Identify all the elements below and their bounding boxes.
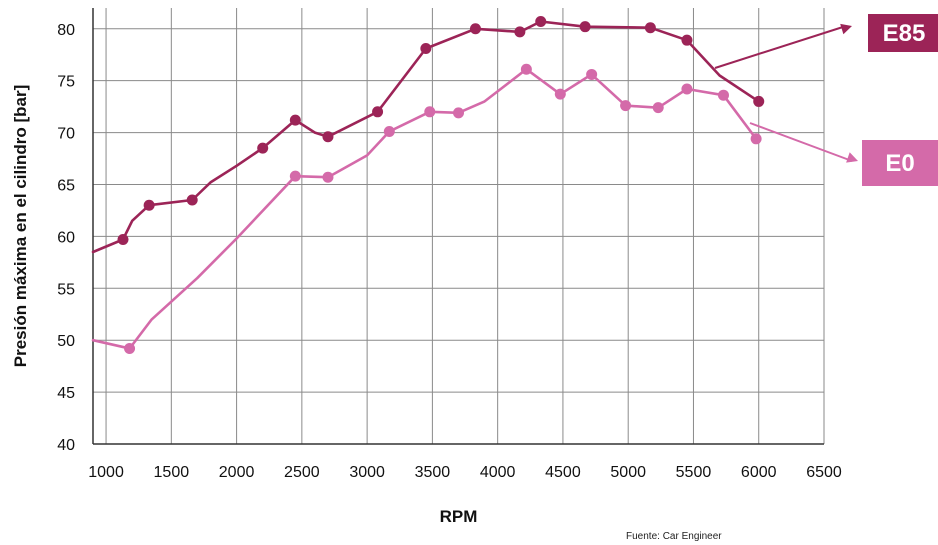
data-point-e85-4 — [289, 114, 301, 126]
label-arrowhead-e85 — [840, 23, 852, 35]
data-point-e0-7 — [554, 88, 566, 100]
y-tick-label-55: 55 — [57, 281, 75, 298]
series-label-e85: E85 — [883, 20, 926, 47]
data-point-e85-6 — [372, 106, 384, 118]
data-point-e0-11 — [681, 83, 693, 95]
x-tick-label-6500: 6500 — [806, 464, 842, 481]
x-tick-label-1500: 1500 — [154, 464, 190, 481]
y-tick-label-75: 75 — [57, 74, 75, 91]
data-point-e85-1 — [143, 199, 155, 211]
data-point-e0-6 — [520, 63, 532, 75]
x-tick-label-3000: 3000 — [349, 464, 385, 481]
data-point-e0-5 — [453, 107, 464, 119]
y-tick-label-40: 40 — [57, 437, 75, 454]
data-point-e85-8 — [469, 23, 481, 35]
data-point-e0-13 — [750, 133, 762, 145]
y-tick-label-65: 65 — [57, 177, 75, 194]
x-axis-title: RPM — [440, 507, 478, 526]
x-tick-label-6000: 6000 — [741, 464, 777, 481]
data-point-e0-12 — [717, 89, 729, 101]
series-label-e0: E0 — [885, 150, 914, 177]
series-label-box-e85 — [868, 14, 938, 52]
data-point-e0-4 — [424, 106, 436, 118]
y-axis-title: Presión máxima en el cilindro [bar] — [11, 85, 30, 367]
data-point-e85-7 — [420, 42, 432, 54]
data-point-e85-12 — [644, 22, 656, 34]
x-tick-label-5500: 5500 — [676, 464, 712, 481]
y-tick-label-60: 60 — [57, 229, 75, 246]
x-tick-label-2000: 2000 — [219, 464, 255, 481]
x-tick-label-2500: 2500 — [284, 464, 320, 481]
data-point-e0-8 — [586, 68, 598, 80]
label-arrow-line-e0 — [749, 122, 853, 162]
source-note: Fuente: Car Engineer — [626, 531, 722, 542]
y-tick-label-80: 80 — [57, 22, 75, 39]
plot-area — [93, 8, 824, 444]
data-point-e85-14 — [753, 95, 765, 107]
x-tick-label-4500: 4500 — [545, 464, 581, 481]
data-point-e0-2 — [322, 171, 334, 183]
data-point-e85-0 — [117, 233, 129, 245]
data-point-e85-11 — [579, 21, 591, 33]
data-point-e0-10 — [652, 102, 664, 114]
y-tick-label-45: 45 — [57, 385, 75, 402]
data-point-e85-2 — [186, 194, 198, 206]
data-point-e0-3 — [383, 126, 395, 138]
label-arrowhead-e0 — [846, 152, 858, 163]
data-point-e85-9 — [514, 26, 526, 38]
y-tick-label-50: 50 — [57, 333, 75, 350]
x-tick-label-1000: 1000 — [88, 464, 124, 481]
label-arrow-line-e85 — [714, 25, 847, 69]
data-point-e85-10 — [535, 15, 547, 27]
x-tick-label-3500: 3500 — [415, 464, 451, 481]
data-point-e85-3 — [257, 142, 269, 154]
data-point-e0-1 — [289, 170, 301, 182]
data-point-e85-13 — [681, 34, 693, 46]
series-label-box-e0 — [862, 140, 938, 186]
data-point-e0-0 — [124, 342, 136, 354]
y-tick-label-70: 70 — [57, 126, 75, 143]
x-tick-label-5000: 5000 — [610, 464, 646, 481]
x-tick-label-4000: 4000 — [480, 464, 516, 481]
data-point-e0-9 — [620, 100, 632, 112]
data-point-e85-5 — [322, 131, 334, 143]
